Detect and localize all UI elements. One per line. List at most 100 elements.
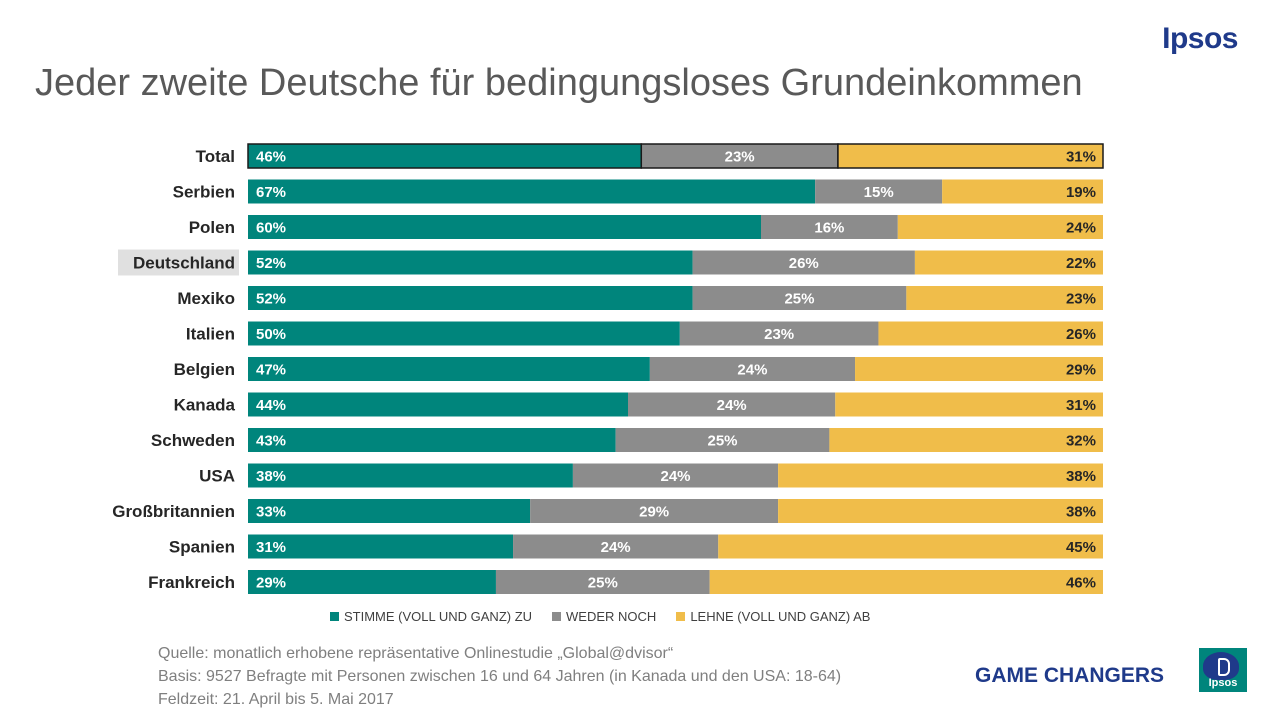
data-label: 31% bbox=[1066, 397, 1096, 414]
data-label: 38% bbox=[1066, 468, 1096, 485]
bar-segment bbox=[709, 570, 1103, 594]
data-label: 29% bbox=[256, 575, 286, 592]
bar-segment bbox=[942, 179, 1103, 204]
data-label: 52% bbox=[256, 291, 286, 308]
source-notes: Quelle: monatlich erhobene repräsentativ… bbox=[158, 642, 841, 711]
data-label: 50% bbox=[256, 326, 286, 343]
game-changers-tagline: GAME CHANGERS bbox=[975, 664, 1165, 687]
bar-segment bbox=[815, 179, 943, 204]
legend-swatch-agree bbox=[330, 612, 339, 621]
bar-segment bbox=[248, 357, 650, 381]
data-label: 46% bbox=[256, 149, 286, 166]
bar-segment bbox=[778, 463, 1103, 488]
category-label: Frankreich bbox=[148, 573, 235, 592]
data-label: 16% bbox=[814, 220, 844, 237]
data-label: 26% bbox=[1066, 326, 1096, 343]
bar-segment bbox=[248, 570, 496, 594]
data-label: 15% bbox=[864, 184, 894, 201]
data-label: 22% bbox=[1066, 255, 1096, 272]
bar-segment bbox=[778, 499, 1103, 523]
data-label: 44% bbox=[256, 397, 286, 414]
bar-segment bbox=[761, 215, 898, 239]
category-label: Deutschland bbox=[133, 254, 235, 273]
bar-segment bbox=[248, 499, 531, 523]
bar-segment bbox=[530, 499, 779, 523]
logo-wordmark: Ipsos bbox=[1208, 677, 1238, 689]
category-label: Total bbox=[196, 147, 235, 166]
bar-segment bbox=[248, 428, 616, 452]
data-label: 52% bbox=[256, 255, 286, 272]
source-line: Quelle: monatlich erhobene repräsentativ… bbox=[158, 645, 674, 662]
ipsos-logo: Ipsos bbox=[1199, 648, 1247, 692]
chart-legend: STIMME (VOLL UND GANZ) ZU WEDER NOCH LEH… bbox=[330, 609, 870, 624]
data-label: 38% bbox=[256, 468, 286, 485]
bar-segment bbox=[628, 392, 836, 417]
bar-segment bbox=[513, 534, 719, 559]
basis-line: Basis: 9527 Befragte mit Personen zwisch… bbox=[158, 668, 842, 685]
bar-segment bbox=[906, 286, 1103, 310]
bar-segment bbox=[248, 534, 514, 559]
data-label: 46% bbox=[1066, 575, 1096, 592]
data-label: 23% bbox=[764, 326, 794, 343]
data-label: 67% bbox=[256, 184, 286, 201]
bar-segment bbox=[837, 143, 1104, 169]
data-label: 24% bbox=[601, 539, 631, 556]
data-label: 31% bbox=[256, 539, 286, 556]
data-label: 29% bbox=[639, 504, 669, 521]
bar-segment bbox=[692, 250, 915, 275]
bar-segment bbox=[248, 286, 693, 310]
legend-item-agree: STIMME (VOLL UND GANZ) ZU bbox=[330, 609, 532, 624]
data-label: 25% bbox=[784, 291, 814, 308]
legend-label-neutral: WEDER NOCH bbox=[566, 609, 657, 624]
data-label: 24% bbox=[717, 397, 747, 414]
page-title: Jeder zweite Deutsche für bedingungslose… bbox=[35, 62, 1083, 104]
category-label: Mexiko bbox=[177, 289, 235, 308]
data-label: 33% bbox=[256, 504, 286, 521]
bar-segment bbox=[572, 463, 779, 488]
data-label: 60% bbox=[256, 220, 286, 237]
bar-segment bbox=[829, 428, 1103, 452]
legend-label-disagree: LEHNE (VOLL UND GANZ) AB bbox=[690, 609, 871, 624]
category-label: Italien bbox=[186, 325, 235, 344]
bar-segment bbox=[495, 570, 710, 594]
bar-segment bbox=[248, 321, 680, 346]
data-label: 31% bbox=[1066, 149, 1096, 166]
bar-segment bbox=[897, 215, 1103, 239]
data-label: 19% bbox=[1066, 184, 1096, 201]
stacked-bar-chart: Total 46% 23% 31% Serbien 67% 15% 19% Polen 60% 16… bbox=[112, 143, 1104, 594]
data-label: 43% bbox=[256, 433, 286, 450]
category-label: Großbritannien bbox=[112, 502, 235, 521]
data-label: 32% bbox=[1066, 433, 1096, 450]
legend-label-agree: STIMME (VOLL UND GANZ) ZU bbox=[344, 609, 533, 624]
category-label: Serbien bbox=[173, 183, 235, 202]
bar-segment bbox=[649, 357, 856, 381]
data-label: 25% bbox=[588, 575, 618, 592]
data-label: 23% bbox=[725, 149, 755, 166]
bar-segment bbox=[878, 321, 1103, 346]
legend-swatch-disagree bbox=[676, 612, 686, 621]
bar-segment bbox=[248, 392, 628, 417]
data-label: 25% bbox=[708, 433, 738, 450]
legend-swatch-neutral bbox=[552, 612, 562, 621]
bar-segment bbox=[248, 250, 693, 275]
legend-item-neutral: WEDER NOCH bbox=[552, 609, 656, 624]
bar-segment bbox=[248, 463, 573, 488]
data-label: 29% bbox=[1066, 362, 1096, 379]
data-label: 24% bbox=[737, 362, 767, 379]
fieldwork-line: Feldzeit: 21. April bis 5. Mai 2017 bbox=[158, 691, 394, 708]
bar-segment bbox=[247, 143, 643, 169]
bar-segment bbox=[640, 143, 839, 169]
bar-segment bbox=[248, 179, 816, 204]
bar-segment bbox=[679, 321, 879, 346]
bar-segment bbox=[692, 286, 907, 310]
bar-segment bbox=[835, 392, 1103, 417]
category-label: USA bbox=[199, 467, 235, 486]
bar-segment bbox=[718, 534, 1103, 559]
brand-logo-text: Ipsos bbox=[1162, 22, 1238, 55]
data-label: 47% bbox=[256, 362, 286, 379]
data-label: 24% bbox=[1066, 220, 1096, 237]
category-label: Polen bbox=[189, 218, 235, 237]
category-label: Belgien bbox=[174, 360, 235, 379]
category-highlight bbox=[118, 249, 239, 276]
bar-segment bbox=[615, 428, 830, 452]
